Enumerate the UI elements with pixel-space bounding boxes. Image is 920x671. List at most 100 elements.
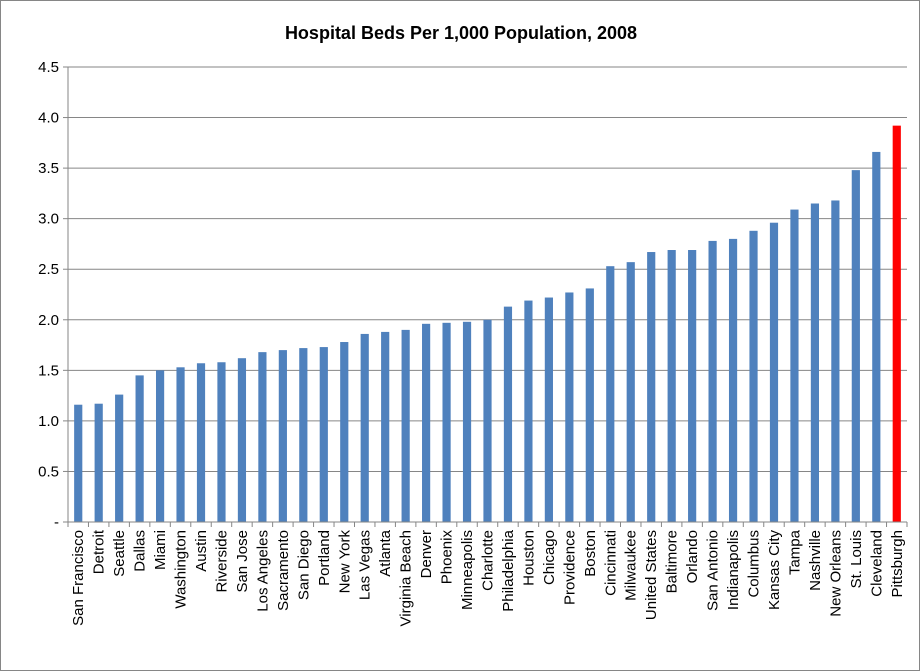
x-tick-label: Providence	[561, 530, 578, 605]
y-tick-label: 3.0	[38, 211, 59, 228]
bar-chicago	[544, 297, 553, 522]
bar-minneapolis	[462, 321, 472, 522]
x-tick-label: Indianapolis	[725, 530, 742, 610]
x-tick-label: Columbus	[746, 530, 763, 598]
bar-nashville	[810, 203, 820, 522]
x-tick-label: San Francisco	[70, 530, 87, 626]
bar-united-states	[647, 252, 656, 523]
bar-philadelphia	[503, 306, 513, 522]
bar-cleveland	[872, 151, 881, 522]
x-tick-label: Boston	[582, 530, 599, 577]
y-tick-label: -	[54, 514, 59, 531]
chart-title: Hospital Beds Per 1,000 Population, 2008	[285, 23, 637, 43]
x-tick-label: Atlanta	[377, 529, 394, 576]
bar-portland	[319, 347, 328, 522]
bar-san-antonio	[708, 240, 717, 522]
bar-austin	[196, 363, 206, 522]
x-tick-label: Pittsburgh	[889, 530, 906, 598]
x-tick-label: Virginia Beach	[398, 530, 415, 626]
axes	[63, 66, 908, 527]
y-tick-label: 2.5	[38, 261, 59, 278]
bar-phoenix	[442, 322, 451, 522]
x-tick-label: St. Louis	[848, 530, 865, 588]
x-tick-label: Houston	[520, 530, 537, 586]
x-tick-label: Tampa	[786, 529, 803, 575]
gridlines	[68, 66, 907, 472]
bar-detroit	[94, 403, 103, 522]
x-tick-label: Denver	[418, 530, 435, 578]
bar-new-york	[340, 342, 349, 522]
bar-providence	[565, 292, 574, 522]
y-tick-label: 0.5	[38, 463, 59, 480]
bar-miami	[155, 370, 165, 522]
x-tick-label: Los Angeles	[254, 530, 271, 612]
x-tick-label: San Diego	[295, 530, 312, 600]
bar-denver	[422, 323, 431, 522]
x-tick-label: New York	[336, 530, 353, 594]
x-tick-label: Seattle	[111, 530, 128, 577]
bar-houston	[524, 300, 533, 522]
bar-san-jose	[237, 358, 247, 522]
x-tick-label: Austin	[193, 530, 210, 572]
x-tick-label: Cleveland	[868, 530, 885, 597]
x-tick-label: Nashville	[807, 530, 824, 591]
bar-washington	[176, 367, 185, 522]
bar-los-angeles	[258, 352, 267, 522]
bar-sacramento	[278, 350, 287, 522]
bar-columbus	[749, 230, 758, 523]
y-tick-labels: - 0.5 1.0 1.5 2.0 2.5 3.0 3.5 4.0 4.5	[38, 59, 59, 531]
x-tick-label: San Antonio	[705, 530, 722, 611]
bar-dallas	[135, 375, 144, 522]
bar-indianapolis	[728, 238, 738, 522]
bar-baltimore	[667, 250, 676, 522]
bar-pittsburgh	[892, 125, 901, 523]
x-tick-label: Chicago	[541, 530, 558, 585]
x-tick-label: Riverside	[213, 530, 230, 593]
y-tick-label: 2.0	[38, 312, 59, 329]
x-tick-label: Charlotte	[480, 530, 497, 591]
x-tick-label: Las Vegas	[357, 530, 374, 600]
bar-tampa	[790, 209, 799, 523]
x-tick-label: Minneapolis	[459, 530, 476, 610]
x-tick-label: Miami	[152, 530, 169, 570]
bar-las-vegas	[360, 333, 369, 522]
y-tick-label: 1.5	[38, 362, 59, 379]
x-tick-label: Kansas City	[766, 530, 783, 611]
bar-orlando	[688, 250, 697, 522]
bar-kansas-city	[769, 222, 779, 522]
bar-san-francisco	[74, 404, 83, 522]
bar-charlotte	[483, 319, 492, 522]
x-tick-label: Sacramento	[275, 530, 292, 611]
x-tick-label: Baltimore	[664, 530, 681, 593]
bar-seattle	[115, 394, 124, 522]
bar-san-diego	[299, 348, 308, 522]
x-tick-label: Philadelphia	[500, 529, 517, 611]
y-tick-label: 4.5	[38, 59, 59, 76]
x-tick-label: Washington	[173, 530, 190, 609]
x-tick-label: United States	[643, 530, 660, 620]
y-tick-label: 4.0	[38, 110, 59, 127]
bar-virginia-beach	[401, 329, 410, 522]
x-tick-labels: San Francisco Detroit Seattle Dallas Miami Wa…	[70, 529, 906, 626]
bar-atlanta	[381, 331, 390, 522]
x-tick-label: Detroit	[91, 529, 108, 574]
y-tick-label: 3.5	[38, 160, 59, 177]
x-tick-label: Dallas	[132, 530, 149, 572]
bar-riverside	[217, 362, 226, 522]
x-tick-label: New Orleans	[827, 530, 844, 617]
x-tick-label: San Jose	[234, 530, 251, 593]
bar-new-orleans	[831, 200, 840, 522]
x-tick-label: Phoenix	[439, 530, 456, 585]
x-tick-label: Portland	[316, 530, 333, 586]
bar-boston	[585, 288, 594, 522]
bar-st-louis	[851, 170, 860, 522]
y-tick-label: 1.0	[38, 413, 59, 430]
x-tick-label: Cincinnati	[602, 530, 619, 596]
bar-cincinnati	[606, 266, 615, 522]
bar-milwaukee	[626, 262, 635, 522]
x-tick-label: Milwaukee	[623, 530, 640, 601]
x-tick-label: Orlando	[684, 530, 701, 583]
bars	[74, 125, 901, 523]
